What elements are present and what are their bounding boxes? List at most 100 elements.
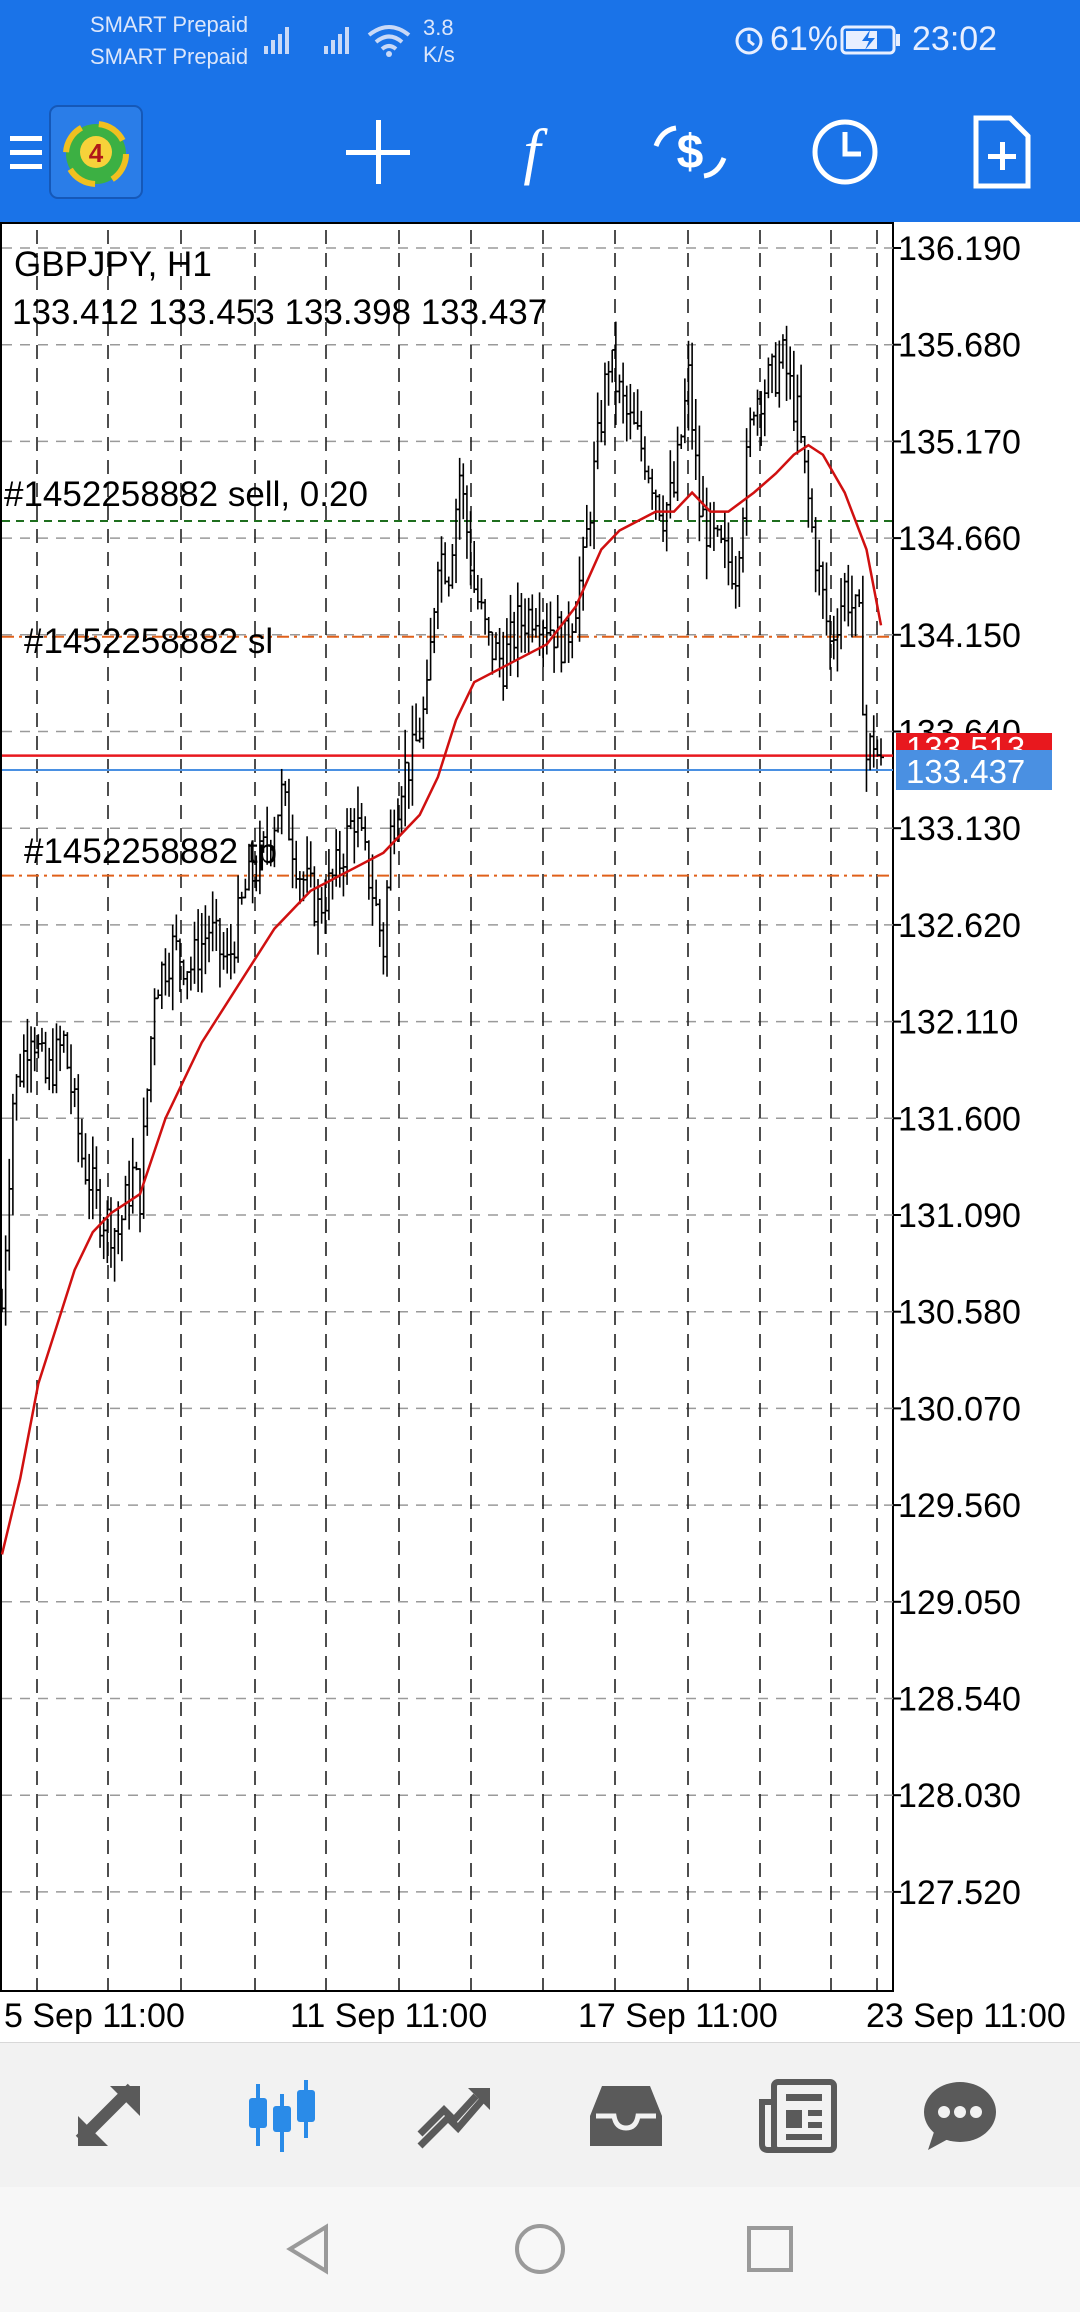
price-bar bbox=[122, 1175, 129, 1221]
y-tick-label: 128.540 bbox=[898, 1681, 1021, 1719]
price-bar bbox=[111, 1228, 118, 1282]
price-bar bbox=[798, 364, 805, 444]
price-bar bbox=[721, 511, 728, 569]
news-icon[interactable] bbox=[748, 2073, 848, 2159]
price-bar bbox=[354, 786, 361, 848]
y-tick-label: 131.600 bbox=[898, 1100, 1021, 1138]
price-bar bbox=[38, 1027, 45, 1052]
price-bar bbox=[445, 576, 452, 597]
price-bar bbox=[631, 392, 638, 425]
trade-icon[interactable] bbox=[404, 2073, 504, 2159]
price-bar bbox=[787, 346, 794, 400]
price-bar bbox=[151, 988, 158, 1066]
price-bar bbox=[660, 495, 667, 542]
svg-text:$: $ bbox=[677, 126, 704, 179]
symbol-label: GBPJPY, H1 bbox=[14, 245, 212, 284]
plot-frame bbox=[0, 222, 894, 1992]
price-bar bbox=[808, 488, 815, 533]
svg-text:4: 4 bbox=[89, 138, 104, 168]
price-bar bbox=[834, 608, 841, 672]
price-bar bbox=[718, 525, 725, 544]
y-tick-label: 130.070 bbox=[898, 1390, 1021, 1428]
price-bar bbox=[790, 350, 797, 431]
price-bar bbox=[325, 849, 332, 921]
price-bar bbox=[347, 807, 354, 830]
price-bar bbox=[689, 342, 696, 450]
price-bar bbox=[289, 814, 296, 889]
price-bar bbox=[765, 357, 772, 399]
price-bar bbox=[805, 449, 812, 528]
indicators-icon[interactable]: f bbox=[482, 102, 582, 202]
recents-icon[interactable] bbox=[730, 2213, 810, 2285]
history-icon[interactable] bbox=[576, 2073, 676, 2159]
price-bar bbox=[769, 353, 776, 394]
x-tick-label: 5 Sep 11:00 bbox=[4, 1997, 185, 2035]
price-bar bbox=[641, 436, 648, 480]
price-bar bbox=[518, 592, 525, 653]
price-bar bbox=[456, 457, 463, 540]
y-tick-label: 128.030 bbox=[898, 1777, 1021, 1815]
price-bar bbox=[242, 878, 249, 899]
price-bar bbox=[565, 601, 572, 663]
order-line-label: #1452258882 sell, 0.20 bbox=[4, 475, 368, 514]
price-bar bbox=[558, 611, 565, 673]
price-bar bbox=[60, 1030, 67, 1053]
price-bar bbox=[227, 923, 234, 980]
price-bar bbox=[703, 487, 710, 580]
price-bar bbox=[86, 1153, 93, 1220]
price-bar bbox=[365, 840, 372, 900]
price-bar bbox=[761, 379, 768, 437]
price-bar bbox=[184, 971, 191, 1000]
chart-icon[interactable] bbox=[232, 2073, 332, 2159]
menu-icon[interactable] bbox=[0, 102, 72, 202]
price-bar bbox=[49, 1028, 56, 1094]
price-bar bbox=[315, 879, 322, 955]
trade-icon[interactable]: $ bbox=[640, 102, 740, 202]
price-bar bbox=[304, 836, 311, 893]
ohlc-label: 133.412 133.453 133.398 133.437 bbox=[12, 293, 547, 332]
quotes-icon[interactable] bbox=[60, 2073, 160, 2159]
price-bar bbox=[420, 696, 427, 749]
price-bar bbox=[373, 879, 380, 907]
bid-price-badge bbox=[896, 750, 1052, 790]
x-tick-label: 11 Sep 11:00 bbox=[290, 1997, 487, 2035]
timeframe-icon[interactable] bbox=[795, 102, 895, 202]
price-bar bbox=[478, 578, 485, 610]
toolbar: 4 f $ bbox=[0, 82, 1080, 222]
price-bar bbox=[42, 1031, 49, 1084]
price-bar bbox=[747, 407, 754, 458]
carrier-label-2: SMART Prepaid bbox=[90, 44, 249, 69]
price-bar bbox=[195, 909, 202, 993]
price-chart[interactable]: 136.190 135.680 135.170 134.660 134.150 133.6… bbox=[0, 222, 1080, 2042]
home-icon[interactable] bbox=[500, 2213, 580, 2285]
price-bar bbox=[532, 608, 539, 638]
price-bar bbox=[667, 450, 674, 519]
alarm-icon bbox=[735, 27, 763, 55]
price-bar bbox=[144, 1088, 151, 1136]
y-tick-label: 132.620 bbox=[898, 907, 1021, 945]
price-bar bbox=[710, 501, 717, 552]
y-tick-label: 135.680 bbox=[898, 327, 1021, 365]
x-tick-label: 17 Sep 11:00 bbox=[578, 1997, 778, 2035]
mt4-logo[interactable]: 4 bbox=[46, 102, 146, 202]
price-bar bbox=[845, 564, 852, 627]
price-bar bbox=[358, 803, 365, 831]
price-bar bbox=[870, 715, 877, 768]
price-bar bbox=[391, 809, 398, 855]
price-bar bbox=[616, 374, 623, 404]
price-bar bbox=[9, 1093, 16, 1216]
y-tick-label: 136.190 bbox=[898, 230, 1021, 268]
price-bar bbox=[206, 915, 213, 963]
chat-icon[interactable] bbox=[910, 2073, 1010, 2159]
price-bar bbox=[583, 504, 590, 548]
crosshair-icon[interactable] bbox=[328, 102, 428, 202]
price-bar bbox=[129, 1137, 136, 1214]
chart-canvas[interactable]: 136.190135.680135.170134.660134.150133.6… bbox=[0, 222, 1080, 2042]
new-template-icon[interactable] bbox=[952, 102, 1052, 202]
price-bar bbox=[649, 468, 656, 510]
signal-icon bbox=[324, 27, 349, 54]
price-bar bbox=[46, 1047, 53, 1091]
price-bar bbox=[656, 493, 663, 522]
back-icon[interactable] bbox=[268, 2213, 348, 2285]
battery-percent: 61% bbox=[770, 20, 839, 58]
